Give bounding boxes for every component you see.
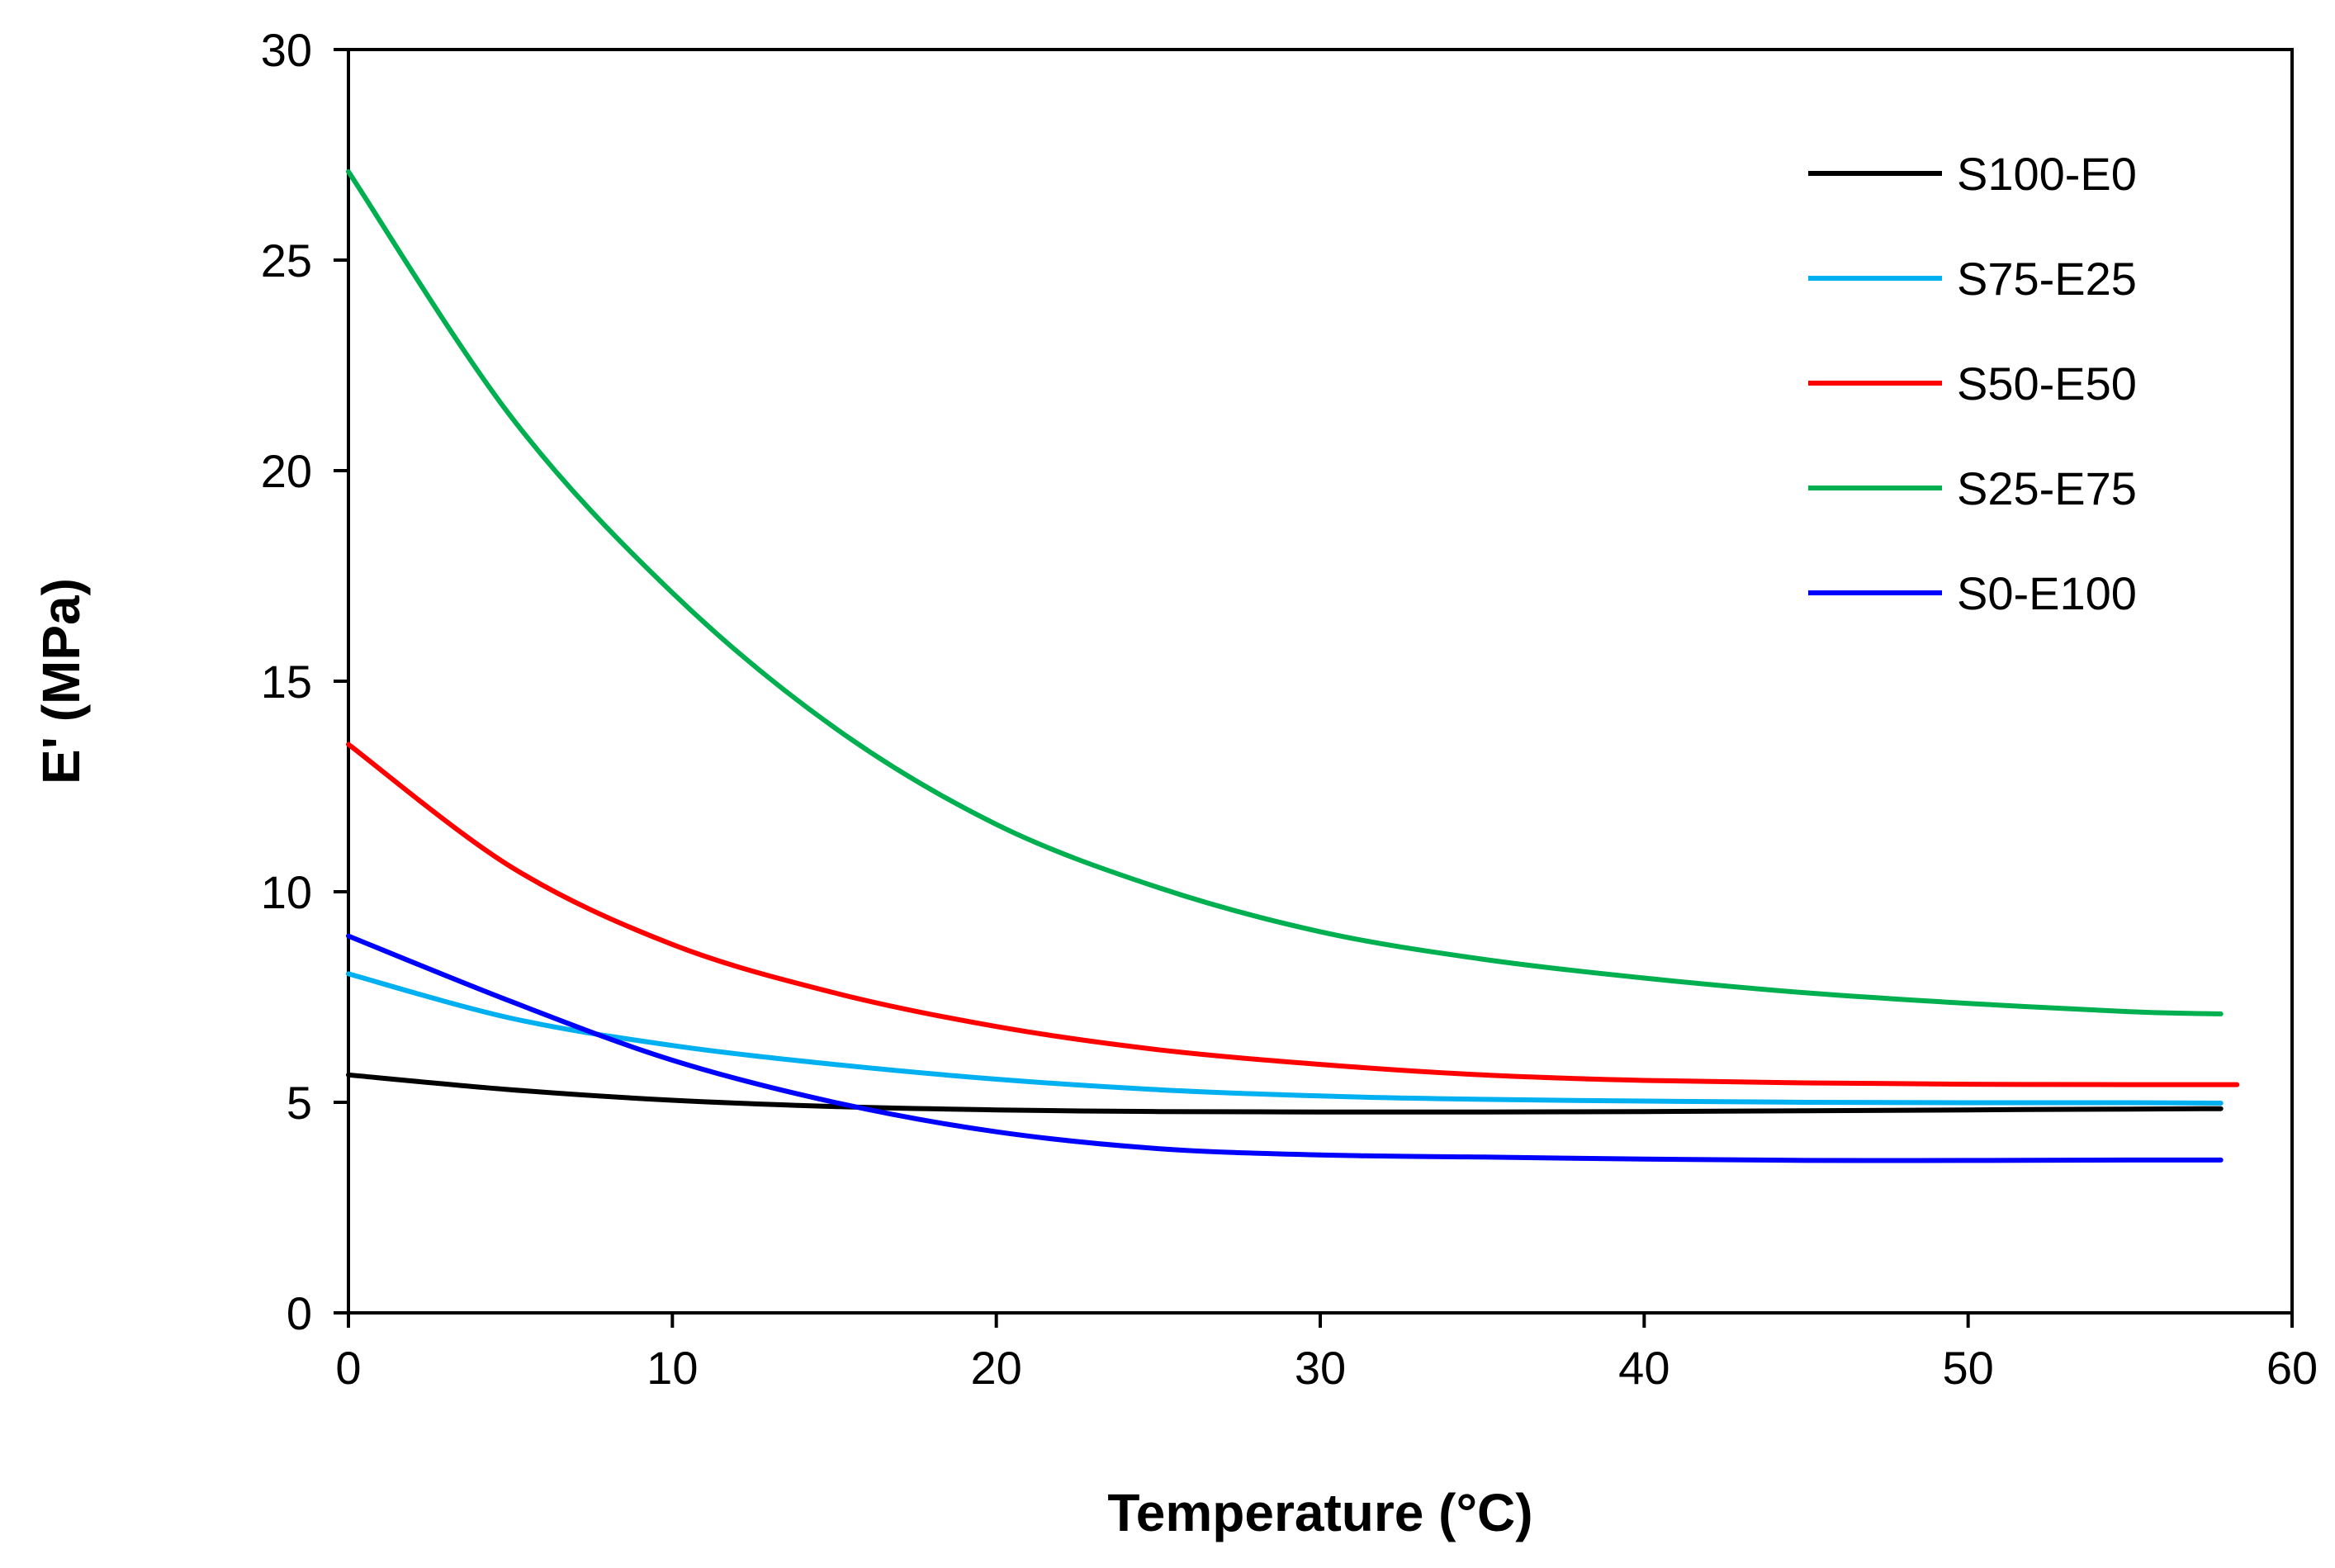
y-axis-title: E' (MPa) bbox=[31, 578, 91, 784]
y-tick-label: 25 bbox=[261, 234, 312, 287]
legend-label-s100-e0: S100-E0 bbox=[1957, 148, 2137, 200]
x-tick-label: 0 bbox=[335, 1342, 361, 1394]
plot-frame bbox=[347, 48, 2294, 1315]
y-tick-label: 5 bbox=[287, 1077, 312, 1129]
y-tick-label: 0 bbox=[287, 1287, 312, 1339]
axis-layer: 0 10 20 30 40 50 60 0 5 10 15 20 25 30 bbox=[261, 24, 2318, 1394]
x-tick-label: 10 bbox=[647, 1342, 698, 1394]
legend-label-s50-e50: S50-E50 bbox=[1957, 358, 2137, 410]
x-tick-label: 30 bbox=[1295, 1342, 1346, 1394]
legend-label-s25-e75: S25-E75 bbox=[1957, 462, 2137, 514]
y-tick-label: 30 bbox=[261, 24, 312, 76]
y-tick-label: 10 bbox=[261, 866, 312, 918]
x-tick-label: 60 bbox=[2266, 1342, 2318, 1394]
x-axis-title: Temperature (°C) bbox=[1107, 1483, 1532, 1542]
series-line-s25-e75 bbox=[346, 168, 2224, 1016]
y-tick-label: 15 bbox=[261, 656, 312, 708]
series-line-s75-e25 bbox=[346, 971, 2224, 1106]
series-line-s0-e100 bbox=[346, 933, 2224, 1163]
x-tick-label: 20 bbox=[971, 1342, 1022, 1394]
series-line-s100-e0 bbox=[346, 1072, 2224, 1115]
x-tick-label: 50 bbox=[1943, 1342, 1994, 1394]
series-layer bbox=[346, 168, 2240, 1163]
series-line-s50-e50 bbox=[346, 741, 2240, 1087]
y-tick-label: 20 bbox=[261, 445, 312, 497]
legend-label-s75-e25: S75-E25 bbox=[1957, 253, 2137, 305]
x-tick-label: 40 bbox=[1618, 1342, 1670, 1394]
legend-label-s0-e100: S0-E100 bbox=[1957, 567, 2137, 619]
legend: S100-E0 S75-E25 S50-E50 S25-E75 S0-E100 bbox=[1808, 148, 2137, 619]
